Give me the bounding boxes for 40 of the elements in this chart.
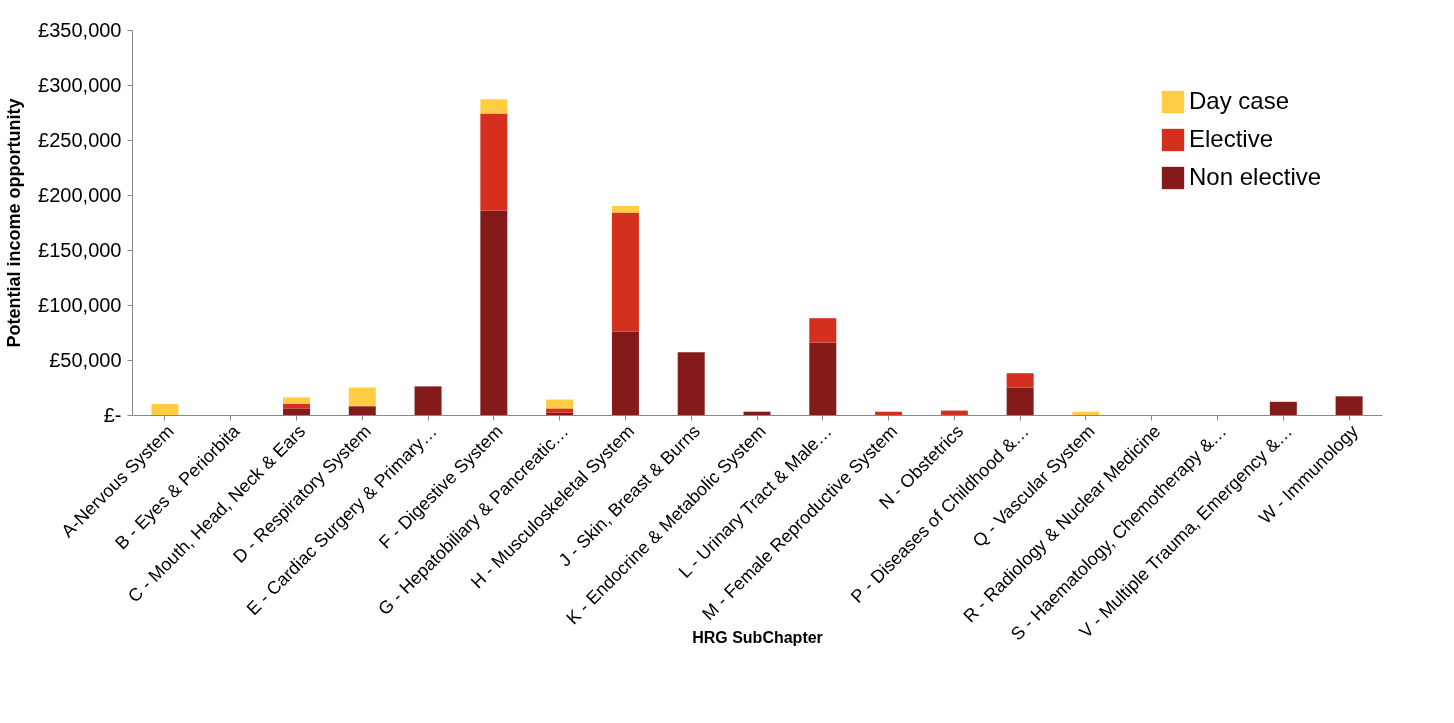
- bar: [480, 210, 508, 415]
- bar: [282, 397, 310, 404]
- bar: [1006, 373, 1034, 388]
- bar: [611, 331, 639, 415]
- legend-label: Elective: [1189, 125, 1274, 152]
- bar: [940, 410, 968, 415]
- bar: [1006, 387, 1034, 415]
- bar: [611, 206, 639, 213]
- bar: [809, 318, 837, 343]
- x-axis-title: HRG SubChapter: [692, 628, 823, 646]
- y-tick-label: £200,000: [38, 183, 122, 206]
- bar: [1072, 411, 1100, 415]
- y-tick-label: £100,000: [38, 293, 122, 316]
- bar: [743, 411, 771, 415]
- bar: [480, 113, 508, 211]
- bar: [546, 408, 574, 413]
- legend-label: Non elective: [1189, 163, 1322, 190]
- bar: [546, 412, 574, 415]
- y-tick-label: £-: [103, 403, 122, 426]
- bar: [1269, 401, 1297, 415]
- y-tick-label: £150,000: [38, 238, 122, 261]
- legend-label: Day case: [1189, 87, 1290, 114]
- bar: [282, 408, 310, 415]
- bar: [875, 411, 903, 415]
- bar: [809, 342, 837, 415]
- y-tick-label: £250,000: [38, 128, 122, 151]
- bar: [151, 404, 179, 415]
- bar: [348, 387, 376, 407]
- bar: [282, 404, 310, 409]
- bar: [546, 399, 574, 409]
- bar: [348, 406, 376, 415]
- bar: [414, 386, 442, 415]
- bar: [677, 352, 705, 415]
- bar: [480, 99, 508, 114]
- y-tick-label: £350,000: [38, 18, 122, 41]
- y-tick-label: £300,000: [38, 73, 122, 96]
- bar: [1335, 396, 1363, 415]
- bar: [611, 212, 639, 332]
- y-tick-label: £50,000: [49, 348, 122, 371]
- y-axis-title: Potential income opportunity: [4, 98, 25, 348]
